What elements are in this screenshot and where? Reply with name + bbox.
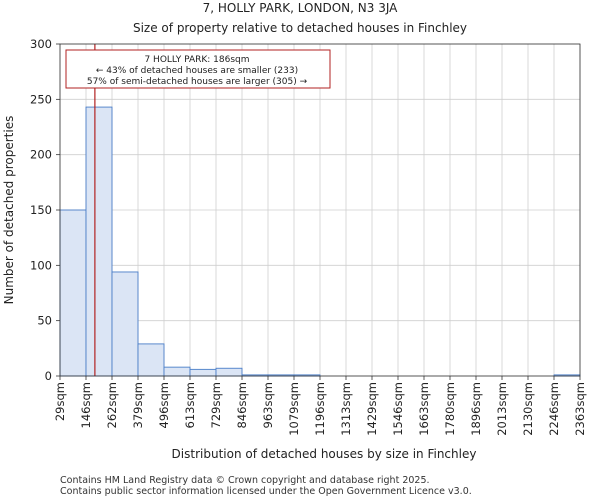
bar-262sqm [111, 271, 139, 377]
bar-379sqm [137, 343, 165, 377]
bar-29sqm [59, 209, 87, 377]
x-tick-label-3: 379sqm [131, 382, 145, 428]
x-tick-label-2: 262sqm [105, 382, 119, 428]
footer-line-2: Contains public sector information licen… [60, 486, 472, 497]
x-tick-label-4: 496sqm [157, 382, 171, 428]
x-tick-label-18: 2130sqm [521, 382, 535, 436]
annotation-box: 7 HOLLY PARK: 186sqm ← 43% of detached h… [65, 49, 331, 89]
x-tick-label-11: 1313sqm [339, 382, 353, 436]
bar-496sqm [163, 366, 191, 377]
x-tick-label-16: 1896sqm [469, 382, 483, 436]
x-axis-ticks: 29sqm 146sqm 262sqm 379sqm 496sqm 613sqm 729sq… [53, 376, 587, 436]
chart-subtitle: Size of property relative to detached ho… [133, 21, 467, 35]
x-tick-label-6: 729sqm [209, 382, 223, 428]
annotation-line-1: 7 HOLLY PARK: 186sqm [144, 55, 249, 65]
y-axis-label: Number of detached properties [2, 116, 16, 305]
x-tick-label-13: 1546sqm [391, 382, 405, 436]
x-tick-label-20: 2363sqm [573, 382, 587, 436]
x-tick-label-0: 29sqm [53, 382, 67, 421]
chart-title: 7, HOLLY PARK, LONDON, N3 3JA [203, 1, 399, 15]
gridlines [59, 43, 581, 377]
x-axis-label: Distribution of detached houses by size … [172, 447, 477, 461]
x-tick-label-15: 1780sqm [443, 382, 457, 436]
x-tick-label-12: 1429sqm [365, 382, 379, 436]
footer-line-1: Contains HM Land Registry data © Crown c… [60, 475, 430, 486]
x-tick-label-9: 1079sqm [287, 382, 301, 436]
y-tick-label-2: 100 [30, 258, 52, 272]
y-tick-label-0: 0 [45, 369, 52, 383]
annotation-line-2: ← 43% of detached houses are smaller (23… [96, 66, 298, 76]
x-tick-label-10: 1196sqm [313, 382, 327, 436]
y-tick-label-6: 300 [30, 37, 52, 51]
annotation-border [65, 49, 331, 89]
x-tick-label-17: 2013sqm [495, 382, 509, 436]
x-tick-label-8: 963sqm [261, 382, 275, 428]
y-tick-label-4: 200 [30, 148, 52, 162]
x-tick-label-5: 613sqm [183, 382, 197, 428]
x-tick-label-1: 146sqm [79, 382, 93, 428]
x-tick-label-7: 846sqm [235, 382, 249, 428]
bar-146sqm [85, 106, 113, 377]
y-tick-label-5: 250 [30, 92, 52, 106]
bar-729sqm [215, 367, 243, 377]
bar-613sqm [189, 368, 217, 377]
y-axis-ticks: 0 50 100 150 200 250 300 [30, 37, 60, 383]
y-tick-label-3: 150 [30, 203, 52, 217]
annotation-line-3: 57% of semi-detached houses are larger (… [87, 77, 308, 87]
x-tick-label-19: 2246sqm [547, 382, 561, 436]
y-tick-label-1: 50 [37, 314, 52, 328]
bars [59, 106, 581, 377]
x-tick-label-14: 1663sqm [417, 382, 431, 436]
